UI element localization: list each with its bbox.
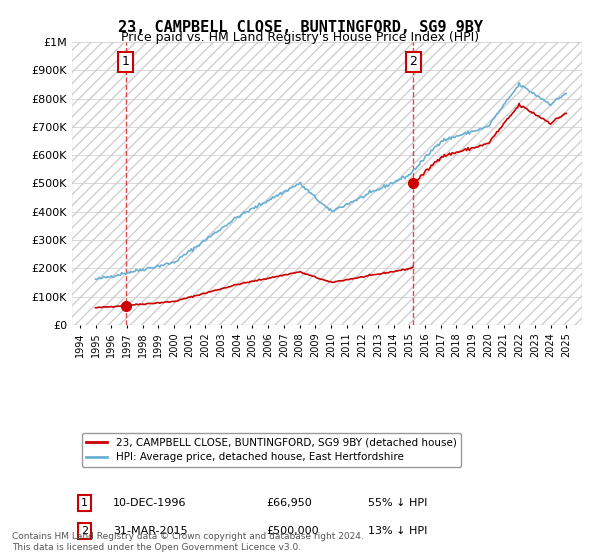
Text: Price paid vs. HM Land Registry's House Price Index (HPI): Price paid vs. HM Land Registry's House …	[121, 31, 479, 44]
Text: 1: 1	[81, 498, 88, 508]
Text: £66,950: £66,950	[266, 498, 311, 508]
Text: 1: 1	[122, 55, 130, 68]
Text: 13% ↓ HPI: 13% ↓ HPI	[368, 526, 427, 536]
Text: 55% ↓ HPI: 55% ↓ HPI	[368, 498, 427, 508]
Text: 10-DEC-1996: 10-DEC-1996	[113, 498, 187, 508]
Text: 2: 2	[409, 55, 417, 68]
Legend: 23, CAMPBELL CLOSE, BUNTINGFORD, SG9 9BY (detached house), HPI: Average price, d: 23, CAMPBELL CLOSE, BUNTINGFORD, SG9 9BY…	[82, 433, 461, 466]
Text: £500,000: £500,000	[266, 526, 319, 536]
Text: 31-MAR-2015: 31-MAR-2015	[113, 526, 187, 536]
Text: Contains HM Land Registry data © Crown copyright and database right 2024.
This d: Contains HM Land Registry data © Crown c…	[12, 532, 364, 552]
Text: 2: 2	[81, 526, 88, 536]
Text: 23, CAMPBELL CLOSE, BUNTINGFORD, SG9 9BY: 23, CAMPBELL CLOSE, BUNTINGFORD, SG9 9BY	[118, 20, 482, 35]
